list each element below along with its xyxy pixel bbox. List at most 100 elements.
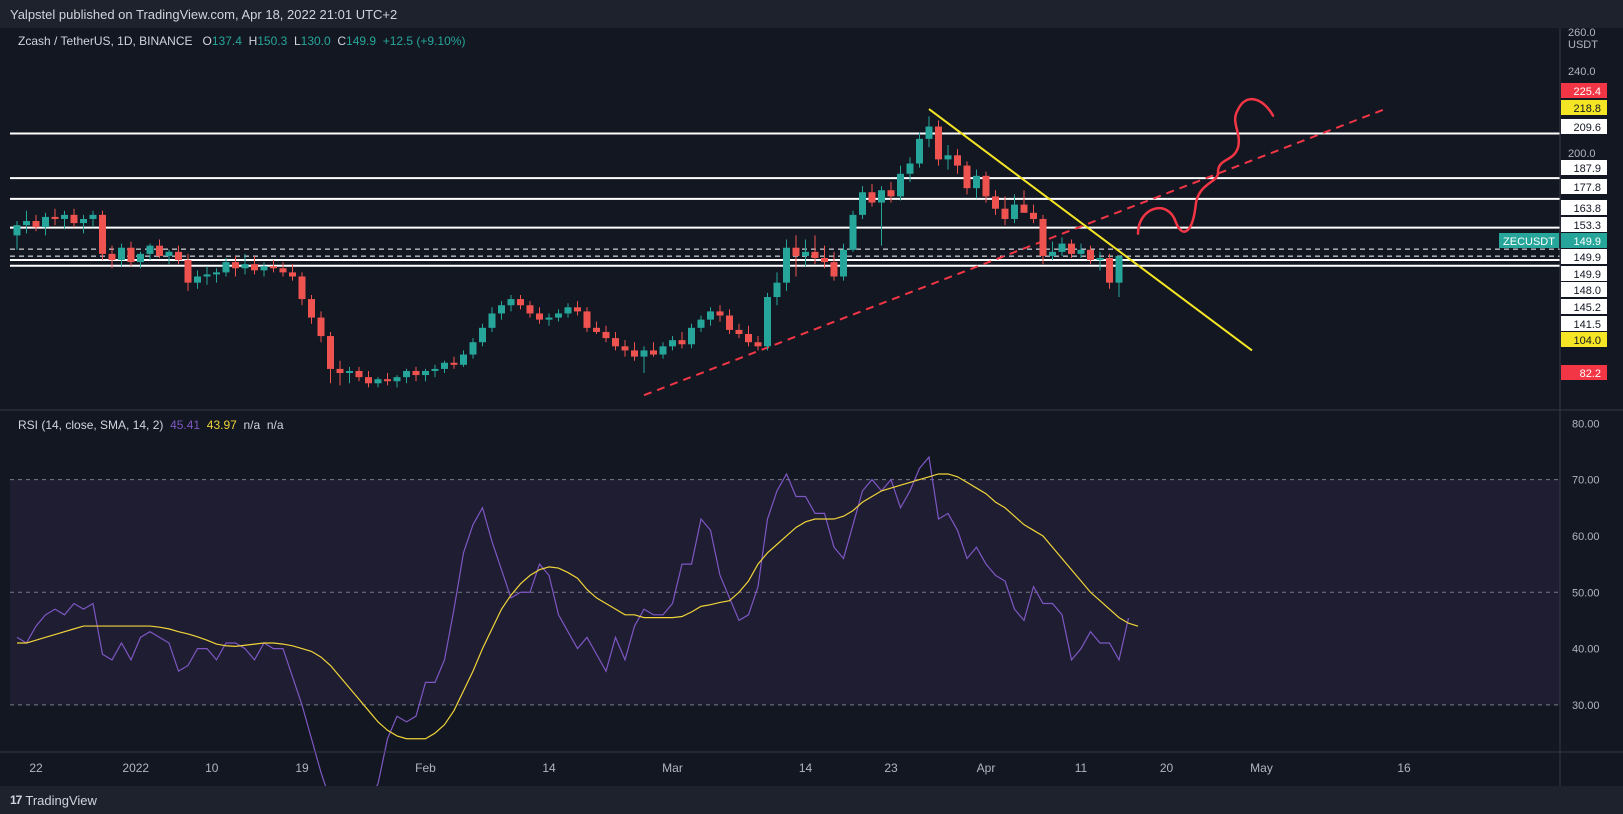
rsi-axis-tick: 60.00 — [1572, 531, 1600, 543]
price-axis-top-label: 260.0 — [1568, 27, 1596, 39]
candle-body — [422, 370, 429, 376]
candle-body — [336, 368, 344, 374]
price-level-label-bg — [1561, 233, 1607, 248]
candle-body — [431, 368, 439, 371]
candle-body — [707, 311, 714, 320]
symbol-tag-bg — [1499, 233, 1559, 248]
rsi-value: 45.41 — [170, 418, 201, 432]
candle-body — [944, 155, 952, 160]
yellow-trendline[interactable] — [928, 108, 1253, 352]
rsi-axis-tick: 50.00 — [1572, 587, 1600, 599]
candle-body — [289, 272, 296, 277]
candle-body — [222, 262, 230, 273]
candle-body — [735, 329, 743, 334]
time-axis-label: 14 — [799, 761, 813, 775]
candle-body — [156, 245, 163, 256]
candle-body — [51, 216, 59, 219]
candle-body — [526, 305, 534, 314]
candle-body — [963, 165, 971, 189]
hand-drawn-projection[interactable] — [1136, 98, 1275, 235]
candle-body — [916, 138, 923, 164]
candle-body — [954, 155, 961, 166]
candle-body — [1068, 243, 1075, 254]
time-axis-label: Feb — [415, 761, 436, 775]
price-level-label: 149.9 — [1573, 269, 1601, 281]
price-level-label: 104.0 — [1573, 335, 1601, 347]
candle-body — [868, 192, 876, 203]
candle-body — [1058, 243, 1066, 252]
candle-body — [412, 370, 420, 376]
candle-body — [1011, 204, 1018, 219]
candle-body — [279, 268, 287, 273]
high-value: 150.3 — [257, 34, 288, 48]
time-axis-label: 20 — [1160, 761, 1174, 775]
candle-body — [1087, 249, 1094, 261]
candle-body — [840, 249, 847, 277]
candle-body — [688, 327, 695, 345]
price-level-label-bg — [1561, 299, 1607, 314]
footer-bar: 17 TradingView — [0, 786, 1623, 814]
published-bar: Yalpstel published on TradingView.com, A… — [0, 0, 1623, 28]
candle-body — [773, 282, 781, 298]
price-level-label: 163.8 — [1573, 203, 1601, 215]
candle-body — [536, 313, 543, 320]
candle-body — [184, 260, 192, 283]
candle-body — [754, 342, 762, 347]
candle-body — [564, 307, 572, 314]
rsi-line — [16, 455, 1130, 814]
candle-body — [593, 327, 600, 332]
price-level-label: 149.9 — [1573, 236, 1601, 248]
price-level-label-bg — [1561, 160, 1607, 175]
candle-body — [498, 305, 505, 314]
rsi-sma-value: 43.97 — [206, 418, 237, 432]
candle-body — [384, 379, 391, 382]
candle-body — [241, 264, 249, 269]
time-axis-label: May — [1250, 761, 1273, 775]
price-level-label-bg — [1561, 179, 1607, 194]
candle-body — [460, 354, 467, 365]
candle-body — [811, 251, 819, 258]
candle-body — [42, 216, 49, 228]
candle-body — [764, 297, 771, 347]
high-label: H — [248, 34, 258, 48]
time-axis-label: 10 — [205, 761, 219, 775]
candle-body — [631, 350, 638, 357]
rsi-na-1: n/a — [243, 418, 261, 432]
price-level-label: 149.9 — [1573, 252, 1601, 264]
candle-body — [213, 272, 220, 275]
candle-body — [982, 175, 990, 197]
candle-body — [697, 319, 705, 328]
candle-body — [1077, 249, 1085, 254]
time-axis-label: 2022 — [122, 761, 149, 775]
time-axis-label: 22 — [29, 761, 43, 775]
candle-body — [346, 370, 353, 374]
candle-body — [61, 214, 68, 219]
time-axis-label: 16 — [1397, 761, 1411, 775]
candle-body — [23, 221, 30, 226]
candle-body — [203, 274, 211, 277]
candle-body — [441, 362, 448, 369]
close-label: C — [337, 34, 347, 48]
rsi-axis-tick: 30.00 — [1572, 700, 1600, 712]
candle-body — [935, 126, 942, 160]
symbol-tag: ZECUSDT — [1503, 236, 1555, 248]
candle-body — [327, 336, 334, 369]
candle-body — [621, 346, 629, 351]
candle-body — [1001, 208, 1009, 219]
candle-body — [118, 247, 125, 261]
candle-body — [80, 218, 87, 224]
candle-body — [13, 225, 21, 236]
time-axis-label: Apr — [977, 761, 996, 775]
candle-body — [232, 262, 239, 269]
candle-body — [488, 313, 496, 328]
price-level-label: 209.6 — [1573, 122, 1601, 134]
price-level-label: 141.5 — [1573, 319, 1601, 331]
candle-body — [545, 317, 553, 320]
price-level-label-bg — [1561, 100, 1607, 115]
candle-body — [298, 276, 306, 300]
symbol-legend: Zcash / TetherUS, 1D, BINANCE O137.4 H15… — [18, 34, 465, 48]
symbol-name: Zcash / TetherUS, 1D, BINANCE — [18, 34, 193, 48]
candle-body — [1106, 258, 1113, 283]
rsi-axis-tick: 80.00 — [1572, 418, 1600, 430]
